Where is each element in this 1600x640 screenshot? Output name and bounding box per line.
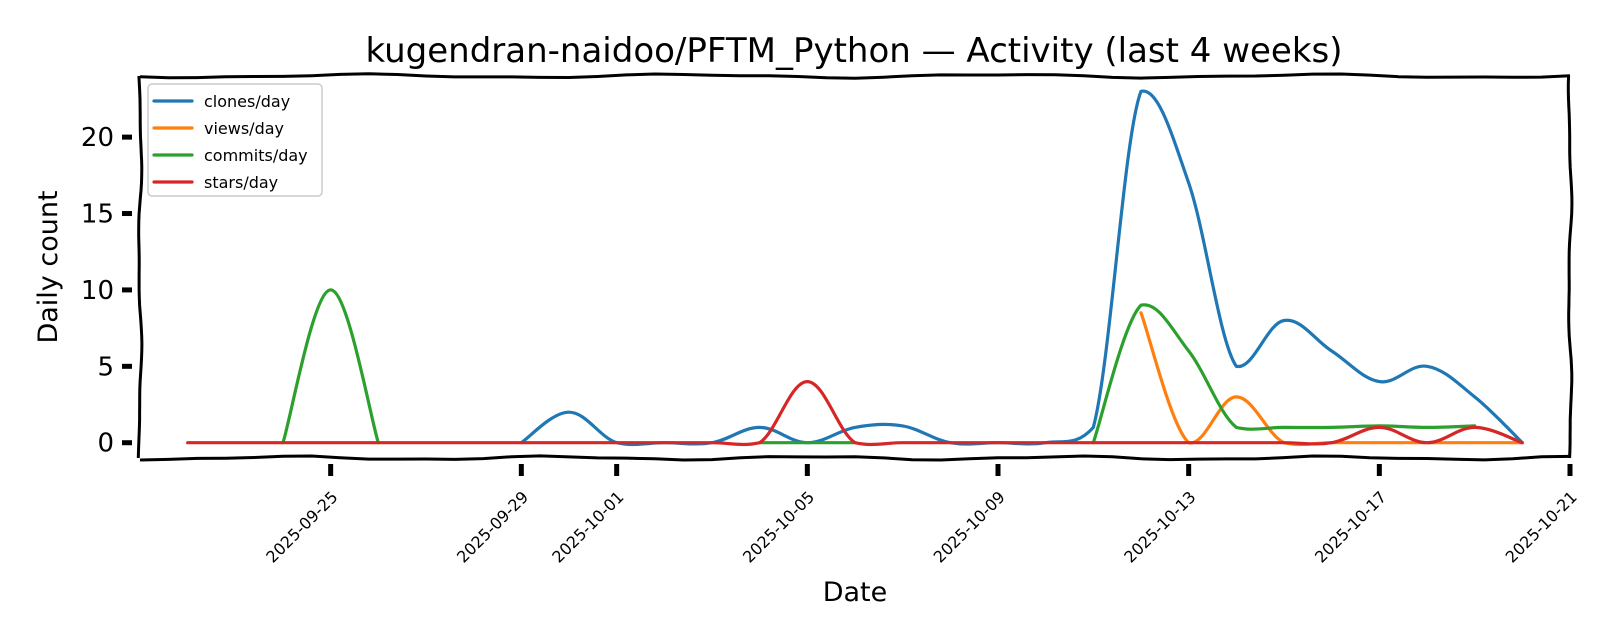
x-tick-label: 2025-10-09 — [930, 487, 1009, 566]
y-tick-label: 5 — [97, 352, 114, 382]
frame-top — [139, 72, 1571, 80]
plot-frame — [136, 72, 1574, 462]
legend-label: stars/day — [204, 173, 278, 192]
y-axis-ticks: 0 5 10 15 20 — [81, 123, 132, 459]
x-axis-label: Date — [823, 577, 888, 608]
legend-label: commits/day — [204, 146, 308, 165]
y-axis-label: Daily count — [33, 190, 64, 343]
x-tick-label: 2025-10-13 — [1120, 487, 1199, 566]
x-tick-label: 2025-10-05 — [739, 487, 818, 566]
series-lines — [186, 89, 1524, 447]
legend-label: clones/day — [204, 92, 290, 111]
x-tick-label: 2025-10-21 — [1502, 487, 1581, 566]
x-tick-label: 2025-10-17 — [1311, 487, 1390, 566]
legend-label: views/day — [204, 119, 284, 138]
y-tick-label: 15 — [81, 200, 114, 230]
y-tick-label: 10 — [81, 276, 114, 306]
frame-bottom — [139, 454, 1571, 462]
x-tick-label: 2025-09-25 — [262, 487, 341, 566]
legend: clones/day views/day commits/day stars/day — [147, 83, 323, 197]
x-axis-ticks: 2025-09-25 2025-09-29 2025-10-01 2025-10-05… — [262, 464, 1581, 567]
x-tick-label: 2025-10-01 — [548, 487, 627, 566]
y-tick-label: 20 — [81, 123, 114, 153]
legend-box — [147, 83, 323, 197]
y-tick-label: 0 — [97, 429, 114, 459]
x-tick-label: 2025-09-29 — [453, 487, 532, 566]
series-line-stars-day — [186, 380, 1524, 447]
chart-title: kugendran-naidoo/PFTM_Python — Activity … — [365, 31, 1342, 71]
frame-left — [136, 75, 144, 459]
frame-right — [1566, 75, 1574, 459]
series-line-commits-day — [281, 288, 1477, 445]
series-line-clones-day — [519, 89, 1524, 447]
